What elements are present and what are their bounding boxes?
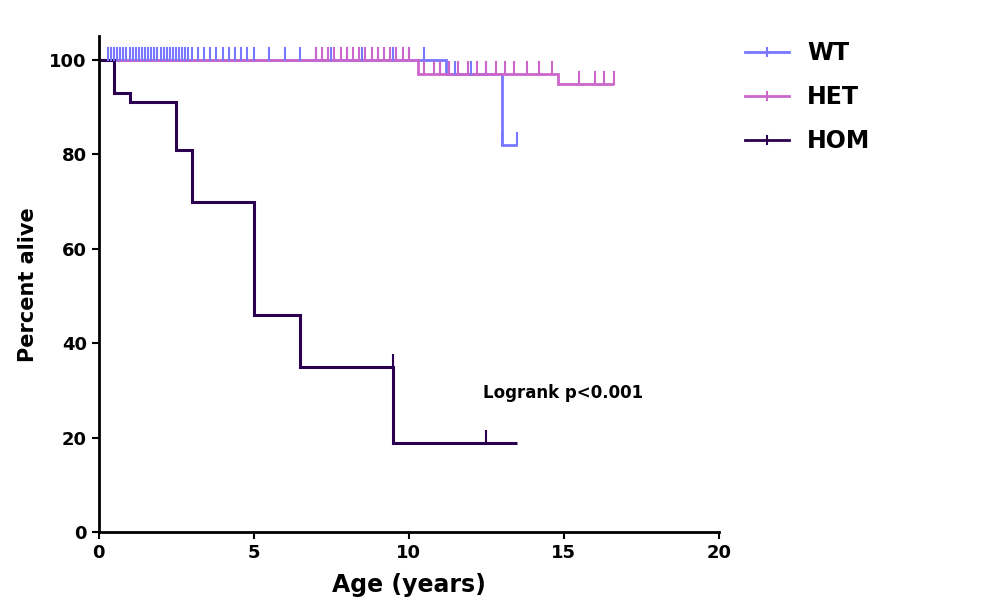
Legend: WT, HET, HOM: WT, HET, HOM [745, 41, 871, 153]
X-axis label: Age (years): Age (years) [332, 574, 486, 597]
Text: Logrank p<0.001: Logrank p<0.001 [484, 385, 643, 402]
Y-axis label: Percent alive: Percent alive [18, 207, 38, 362]
